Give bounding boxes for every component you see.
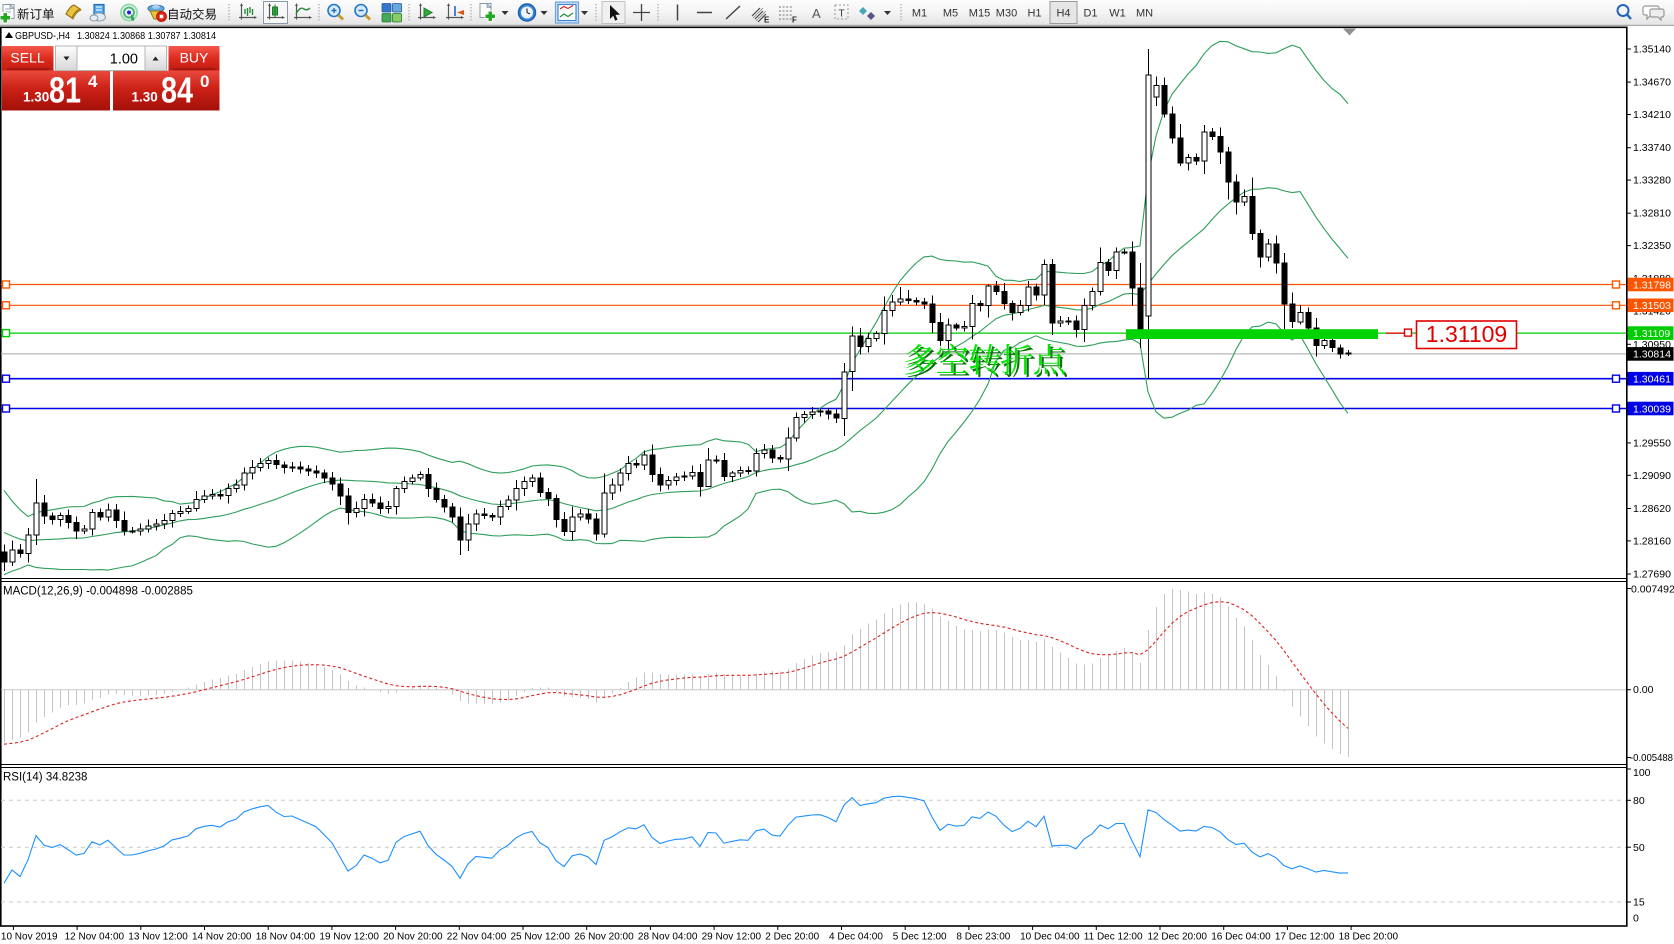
- svg-text:25 Nov 12:00: 25 Nov 12:00: [511, 932, 571, 943]
- svg-text:10 Dec 04:00: 10 Dec 04:00: [1020, 932, 1080, 943]
- svg-text:E: E: [764, 16, 770, 25]
- svg-text:1.00: 1.00: [110, 52, 138, 68]
- svg-text:1.30: 1.30: [132, 90, 158, 105]
- svg-text:F: F: [792, 16, 797, 25]
- svg-text:GBPUSD-,H4: GBPUSD-,H4: [15, 30, 70, 42]
- svg-text:1.29550: 1.29550: [1633, 437, 1671, 449]
- svg-text:12 Nov 04:00: 12 Nov 04:00: [65, 932, 125, 943]
- svg-text:1.33740: 1.33740: [1633, 142, 1671, 154]
- svg-text:1.32810: 1.32810: [1633, 208, 1671, 220]
- svg-text:W1: W1: [1109, 8, 1126, 20]
- svg-text:1.30814: 1.30814: [1633, 349, 1671, 361]
- svg-text:M30: M30: [996, 8, 1017, 20]
- svg-text:1.34210: 1.34210: [1633, 109, 1671, 121]
- svg-text:28 Nov 04:00: 28 Nov 04:00: [638, 932, 698, 943]
- svg-text:18 Nov 04:00: 18 Nov 04:00: [256, 932, 316, 943]
- svg-text:1.30824 1.30868 1.30787 1.3081: 1.30824 1.30868 1.30787 1.30814: [77, 30, 216, 42]
- svg-text:17 Dec 12:00: 17 Dec 12:00: [1275, 932, 1335, 943]
- svg-text:1.31109: 1.31109: [1426, 321, 1507, 347]
- svg-text:20 Nov 20:00: 20 Nov 20:00: [383, 932, 443, 943]
- svg-text:81: 81: [49, 70, 81, 111]
- svg-text:M5: M5: [943, 8, 958, 20]
- svg-text:18 Dec 20:00: 18 Dec 20:00: [1339, 932, 1399, 943]
- svg-text:1.30039: 1.30039: [1633, 403, 1671, 415]
- svg-text:26 Nov 20:00: 26 Nov 20:00: [574, 932, 634, 943]
- svg-text:80: 80: [1633, 795, 1645, 807]
- svg-text:0: 0: [1633, 913, 1639, 925]
- svg-text:1.32350: 1.32350: [1633, 240, 1671, 252]
- svg-text:0.007492: 0.007492: [1631, 584, 1674, 596]
- svg-text:1.27690: 1.27690: [1633, 569, 1671, 581]
- svg-text:1.31503: 1.31503: [1633, 300, 1671, 312]
- svg-text:1.29090: 1.29090: [1633, 470, 1671, 482]
- svg-text:16 Dec 04:00: 16 Dec 04:00: [1211, 932, 1271, 943]
- svg-text:M15: M15: [969, 8, 990, 20]
- svg-text:1.34670: 1.34670: [1633, 77, 1671, 89]
- svg-text:1.30461: 1.30461: [1633, 374, 1671, 386]
- svg-text:1.35140: 1.35140: [1633, 44, 1671, 56]
- svg-text:12 Dec 20:00: 12 Dec 20:00: [1148, 932, 1208, 943]
- svg-text:D1: D1: [1083, 8, 1097, 20]
- svg-text:4 Dec 04:00: 4 Dec 04:00: [829, 932, 883, 943]
- svg-text:-0.005488: -0.005488: [1630, 752, 1673, 764]
- svg-text:MACD(12,26,9) -0.004898 -0.002: MACD(12,26,9) -0.004898 -0.002885: [3, 586, 193, 598]
- svg-text:11 Dec 12:00: 11 Dec 12:00: [1084, 932, 1143, 943]
- svg-text:22 Nov 04:00: 22 Nov 04:00: [447, 932, 507, 943]
- svg-text:H1: H1: [1027, 8, 1041, 20]
- svg-text:1.28620: 1.28620: [1633, 503, 1671, 515]
- svg-text:T: T: [839, 9, 845, 20]
- svg-text:0: 0: [200, 72, 209, 91]
- svg-text:M1: M1: [912, 8, 927, 20]
- svg-text:H4: H4: [1056, 8, 1070, 20]
- svg-text:1.31109: 1.31109: [1633, 328, 1670, 340]
- svg-text:MN: MN: [1136, 8, 1153, 20]
- svg-text:10 Nov 2019: 10 Nov 2019: [1, 932, 58, 943]
- svg-text:A: A: [812, 6, 821, 21]
- svg-text:1.31798: 1.31798: [1633, 279, 1671, 291]
- svg-text:84: 84: [161, 70, 193, 111]
- svg-text:5 Dec 12:00: 5 Dec 12:00: [893, 932, 947, 943]
- svg-text:100: 100: [1633, 767, 1651, 779]
- svg-text:1.30: 1.30: [23, 90, 49, 105]
- svg-text:2 Dec 20:00: 2 Dec 20:00: [765, 932, 819, 943]
- svg-text:4: 4: [88, 72, 98, 91]
- svg-text:SELL: SELL: [10, 50, 44, 66]
- svg-text:RSI(14) 34.8238: RSI(14) 34.8238: [3, 772, 87, 784]
- svg-text:19 Nov 12:00: 19 Nov 12:00: [319, 932, 379, 943]
- svg-text:BUY: BUY: [180, 50, 209, 66]
- svg-text:8 Dec 23:00: 8 Dec 23:00: [956, 932, 1010, 943]
- svg-text:1.33280: 1.33280: [1633, 175, 1671, 187]
- svg-text:50: 50: [1633, 842, 1645, 854]
- svg-text:29 Nov 12:00: 29 Nov 12:00: [702, 932, 762, 943]
- svg-text:15: 15: [1633, 897, 1645, 909]
- svg-text:13 Nov 12:00: 13 Nov 12:00: [128, 932, 188, 943]
- svg-text:14 Nov 20:00: 14 Nov 20:00: [192, 932, 252, 943]
- svg-text:1.28160: 1.28160: [1633, 535, 1671, 547]
- svg-text:0.00: 0.00: [1633, 684, 1654, 696]
